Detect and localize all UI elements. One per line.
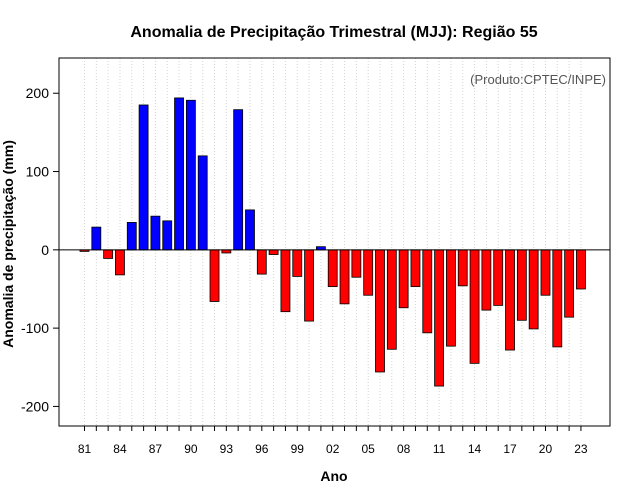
bar <box>528 249 539 330</box>
x-tick-label: 96 <box>255 442 269 456</box>
bar <box>351 249 362 278</box>
x-tick-label: 84 <box>113 442 127 456</box>
bar <box>457 249 468 287</box>
grid-lines <box>84 58 582 426</box>
bar <box>304 249 314 322</box>
x-tick-label: 90 <box>184 442 198 456</box>
bar <box>446 249 456 347</box>
y-tick-label: 200 <box>26 85 50 101</box>
bar <box>174 97 184 251</box>
x-tick-label: 02 <box>326 442 340 456</box>
bar <box>162 220 173 251</box>
x-tick-label: 81 <box>78 442 92 456</box>
bar <box>103 249 114 259</box>
bar <box>233 109 244 251</box>
bar <box>564 249 575 318</box>
plot-frame <box>58 57 611 427</box>
bar <box>386 249 397 350</box>
x-tick-label: 08 <box>397 442 411 456</box>
y-tick-label: 100 <box>26 164 50 180</box>
y-tick-label: 0 <box>41 242 49 258</box>
source-annotation: (Produto:CPTEC/INPE) <box>470 72 606 87</box>
x-tick-label: 93 <box>220 442 234 456</box>
bar <box>481 249 492 311</box>
y-tick-label: -200 <box>21 398 49 414</box>
bar <box>516 249 527 321</box>
bar <box>197 155 208 251</box>
x-tick-label: 20 <box>539 442 553 456</box>
bar <box>398 249 409 309</box>
bar <box>245 209 255 251</box>
bar <box>115 249 125 276</box>
bar <box>540 249 551 296</box>
x-tick-label: 99 <box>291 442 305 456</box>
bar <box>552 249 563 348</box>
x-tick-label: 11 <box>433 442 446 456</box>
bar <box>256 249 267 275</box>
bar <box>576 249 586 290</box>
bar <box>422 249 433 334</box>
bar <box>138 104 149 251</box>
y-axis: -200 -100 0 100 200 <box>21 85 59 414</box>
bar <box>493 249 504 306</box>
bar <box>150 215 161 251</box>
x-tick-label: 14 <box>468 442 482 456</box>
bar <box>469 249 480 364</box>
x-axis-title: Ano <box>320 468 347 484</box>
bar <box>363 249 374 296</box>
bar <box>280 249 291 313</box>
bar <box>185 99 196 251</box>
bar <box>268 249 279 255</box>
bar <box>209 249 220 302</box>
x-tick-label: 17 <box>503 442 517 456</box>
x-tick-label: 87 <box>149 442 163 456</box>
x-tick-label: 05 <box>362 442 376 456</box>
bar <box>505 249 515 351</box>
x-tick-label: 23 <box>574 442 588 456</box>
chart-title: Anomalia de Precipitação Trimestral (MJJ… <box>130 24 537 41</box>
bars <box>79 97 586 387</box>
bar <box>126 222 137 251</box>
x-axis: 81 84 87 90 93 96 99 02 05 08 11 14 17 20 23 <box>78 426 588 456</box>
bar <box>327 249 338 288</box>
bar <box>339 249 350 305</box>
bar <box>375 249 385 373</box>
y-tick-label: -100 <box>21 320 49 336</box>
y-axis-title: Anomalia de precipitação (mm) <box>0 140 16 348</box>
bar <box>434 249 445 387</box>
bar <box>292 249 303 277</box>
bar <box>91 226 102 251</box>
bar <box>410 249 421 288</box>
